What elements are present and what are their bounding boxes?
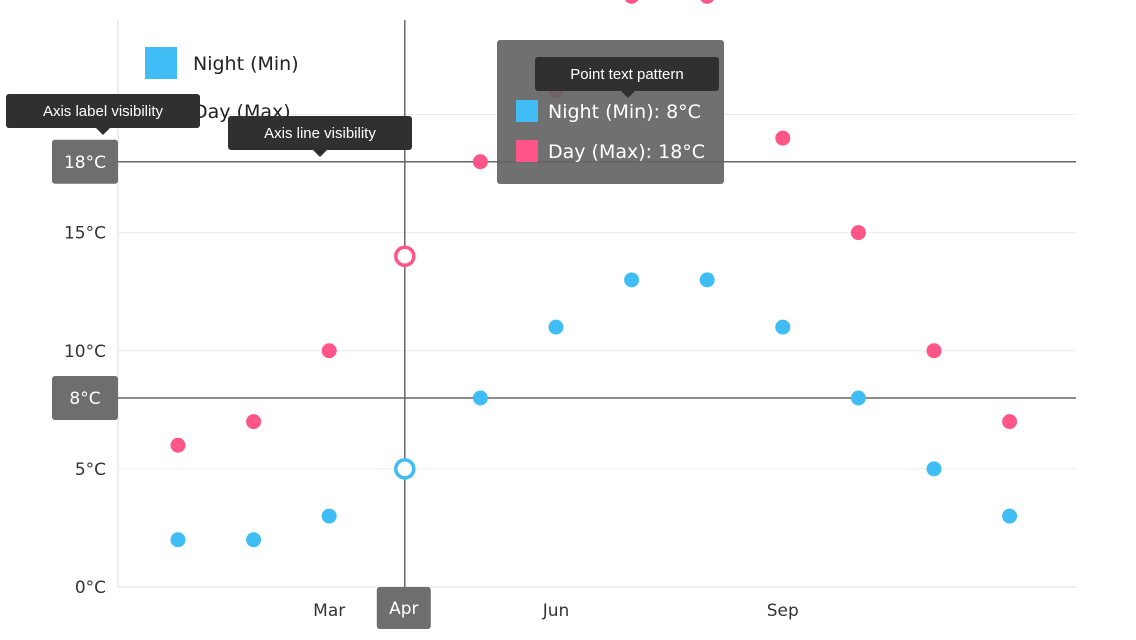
tooltip-swatch xyxy=(516,100,538,122)
x-tick-label: Mar xyxy=(313,601,345,621)
data-point[interactable] xyxy=(700,0,715,4)
hint-point-text-pattern-box xyxy=(535,57,719,91)
hint-axis-line-visibility-text: Axis line visibility xyxy=(264,125,376,142)
data-point[interactable] xyxy=(170,532,186,548)
y-tick-label: 15°C xyxy=(64,224,106,244)
legend-swatch[interactable] xyxy=(145,47,177,79)
data-point[interactable] xyxy=(624,272,640,288)
hint-axis-line-visibility-pointer xyxy=(313,150,327,157)
data-point[interactable] xyxy=(170,437,186,453)
data-point[interactable] xyxy=(775,319,791,335)
annotation-hints: Axis label visibility Axis line visibilit… xyxy=(6,57,719,157)
data-point[interactable] xyxy=(472,154,488,170)
data-point[interactable] xyxy=(850,390,866,406)
data-point[interactable] xyxy=(246,532,262,548)
data-point[interactable] xyxy=(624,0,639,4)
data-point[interactable] xyxy=(321,343,337,359)
crosshair-badge-label: Apr xyxy=(389,599,418,619)
data-point-highlighted[interactable] xyxy=(394,245,416,267)
hint-point-text-pattern-text: Point text pattern xyxy=(570,66,683,83)
y-tick-label: 5°C xyxy=(75,460,106,480)
data-point[interactable] xyxy=(926,461,942,477)
y-tick-label: 10°C xyxy=(64,342,106,362)
data-point[interactable] xyxy=(699,272,715,288)
legend-label[interactable]: Night (Min) xyxy=(193,53,299,75)
data-point[interactable] xyxy=(548,319,564,335)
x-tick-label: Jun xyxy=(542,601,570,621)
tooltip-row: Day (Max): 18°C xyxy=(548,141,705,163)
hint-point-text-pattern-pointer xyxy=(621,91,635,98)
data-point[interactable] xyxy=(926,343,942,359)
y-tick-label: 0°C xyxy=(75,578,106,598)
hint-axis-label-visibility-pointer xyxy=(96,128,110,135)
data-points[interactable] xyxy=(170,0,1018,548)
crosshair-badge xyxy=(52,139,118,184)
data-point[interactable] xyxy=(775,130,791,146)
data-point[interactable] xyxy=(472,390,488,406)
hint-axis-label-visibility-text: Axis label visibility xyxy=(43,103,164,120)
data-point[interactable] xyxy=(1002,508,1018,524)
x-tick-label: Sep xyxy=(767,601,799,621)
data-point[interactable] xyxy=(246,414,262,430)
crosshair-badges: 18°C 8°C Apr xyxy=(52,139,431,629)
crosshair-badge xyxy=(52,376,118,420)
data-point[interactable] xyxy=(321,508,337,524)
data-point[interactable] xyxy=(1002,414,1018,430)
tooltip-swatch xyxy=(516,140,538,162)
x-tick-labels: Mar Jun Sep xyxy=(313,601,799,621)
crosshair-badge-label: 18°C xyxy=(64,153,106,173)
crosshair-badge xyxy=(376,587,431,629)
data-point-highlighted[interactable] xyxy=(394,458,416,480)
hint-axis-label-visibility-box xyxy=(6,94,200,128)
tooltip-row: Night (Min): 8°C xyxy=(548,101,701,123)
hint-axis-line-visibility-box xyxy=(228,116,412,150)
data-point[interactable] xyxy=(850,225,866,241)
crosshair-badge-label: 8°C xyxy=(69,389,100,409)
